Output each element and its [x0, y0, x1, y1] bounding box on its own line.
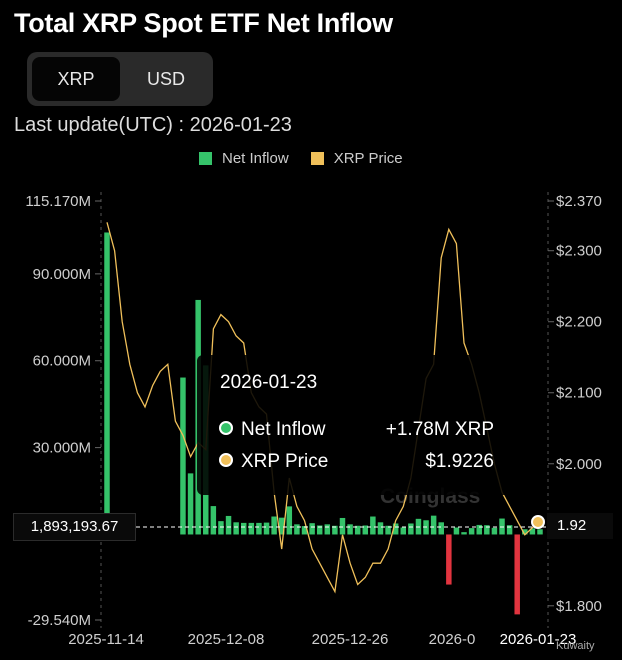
- net-inflow-bar: [453, 527, 460, 535]
- y-right-tick-label: $2.000: [556, 456, 602, 473]
- net-inflow-bar: [263, 522, 270, 535]
- y-right-tick-label: $2.200: [556, 314, 602, 331]
- tab-xrp[interactable]: XRP: [32, 57, 120, 101]
- tooltip-xrp-price-value: $1.9226: [425, 451, 494, 472]
- x-tick-label: 2026-0: [429, 631, 476, 648]
- net-inflow-bar: [522, 529, 528, 535]
- tooltip-row-xrp-price: XRP Price $1.9226: [219, 451, 494, 473]
- y-left-tick-label: -29.540M: [28, 612, 91, 629]
- net-inflow-bar: [225, 515, 232, 535]
- net-inflow-bar: [256, 522, 262, 535]
- credit-label: Kuwaity: [556, 640, 595, 652]
- net-inflow-bar: [104, 232, 110, 535]
- crosshair-left-label: 1,893,193.67: [13, 513, 136, 541]
- legend-net-inflow-swatch: [199, 152, 212, 165]
- y-right-tick-label: $2.300: [556, 243, 602, 260]
- y-left-tick-label: 30.000M: [33, 440, 91, 457]
- legend-net-inflow-label: Net Inflow: [222, 150, 289, 167]
- net-inflow-bar: [377, 522, 384, 535]
- net-inflow-bar: [180, 377, 186, 535]
- net-inflow-bar: [339, 517, 346, 535]
- xrp-price-line: [106, 222, 541, 594]
- x-tick-label: 2025-12-08: [188, 631, 265, 648]
- net-inflow-bar: [286, 506, 293, 535]
- tooltip-net-inflow-label: Net Inflow: [241, 419, 326, 440]
- legend-xrp-price[interactable]: XRP Price: [310, 150, 403, 167]
- tooltip-date: 2026-01-23: [220, 372, 318, 393]
- net-inflow-bar: [514, 534, 520, 615]
- net-inflow-bar: [438, 522, 444, 535]
- net-inflow-bar: [233, 522, 239, 535]
- net-inflow-bar: [461, 532, 467, 535]
- x-tick-label: 2025-11-14: [68, 631, 144, 648]
- net-inflow-bar: [370, 516, 376, 535]
- legend-xrp-price-label: XRP Price: [333, 150, 403, 167]
- net-inflow-bar: [210, 506, 217, 535]
- net-inflow-bar: [468, 528, 475, 535]
- y-right-tick-label: $2.370: [556, 193, 602, 210]
- net-inflow-bar: [529, 528, 536, 535]
- net-inflow-bar: [278, 517, 285, 535]
- net-inflow-bar: [385, 525, 391, 535]
- crosshair-right-label: 1.92: [547, 513, 613, 539]
- net-inflow-bar: [400, 527, 406, 535]
- y-right-tick-label: $2.100: [556, 385, 602, 402]
- net-inflow-dot-icon: [219, 420, 233, 435]
- tooltip-xrp-price-label: XRP Price: [241, 451, 329, 472]
- x-tick-label: 2025-12-26: [312, 631, 389, 648]
- net-inflow-bar: [309, 523, 315, 535]
- net-inflow-bar: [218, 521, 224, 535]
- page-title: Total XRP Spot ETF Net Inflow: [14, 8, 393, 38]
- net-inflow-bar: [484, 525, 490, 535]
- tooltip: 2026-01-23 Net Inflow +1.78M XRP XRP Pri…: [197, 355, 510, 495]
- net-inflow-bar: [294, 524, 300, 535]
- tab-usd[interactable]: USD: [146, 69, 185, 89]
- net-inflow-bar: [187, 473, 194, 535]
- x-tick-label: 2026-01-23: [500, 631, 577, 648]
- tooltip-row-net-inflow: Net Inflow +1.78M XRP: [219, 419, 494, 441]
- xrp-price-dot-icon: [219, 452, 233, 467]
- tooltip-net-inflow-value: +1.78M XRP: [385, 419, 494, 440]
- net-inflow-bar: [248, 522, 255, 535]
- net-inflow-bar: [476, 524, 482, 535]
- crosshair-point: [531, 515, 545, 529]
- unit-toggle: XRP USD: [27, 52, 213, 106]
- last-update: Last update(UTC) : 2026-01-23: [14, 114, 292, 136]
- net-inflow-bar: [324, 524, 331, 535]
- y-left-tick-label: 115.170M: [25, 193, 91, 210]
- net-inflow-bar: [347, 524, 353, 535]
- net-inflow-bar: [408, 523, 414, 535]
- net-inflow-bar: [301, 526, 308, 535]
- net-inflow-bar: [271, 516, 277, 535]
- legend-net-inflow[interactable]: Net Inflow: [199, 150, 289, 167]
- net-inflow-bar: [430, 515, 437, 535]
- net-inflow-bar: [506, 525, 513, 535]
- y-right-tick-label: $1.800: [556, 598, 602, 615]
- net-inflow-bar: [362, 525, 369, 535]
- net-inflow-bar: [446, 534, 452, 585]
- y-left-tick-label: 90.000M: [33, 266, 91, 283]
- y-left-tick-label: 60.000M: [33, 353, 91, 370]
- net-inflow-bar: [392, 523, 399, 535]
- net-inflow-bar: [241, 522, 247, 535]
- net-inflow-bar: [316, 525, 323, 535]
- net-inflow-bar: [491, 527, 498, 535]
- net-inflow-bar: [537, 529, 543, 535]
- net-inflow-bar: [354, 525, 361, 535]
- legend-xrp-price-swatch: [310, 152, 324, 165]
- net-inflow-bar: [332, 525, 338, 535]
- legend: Net Inflow XRP Price: [199, 150, 425, 167]
